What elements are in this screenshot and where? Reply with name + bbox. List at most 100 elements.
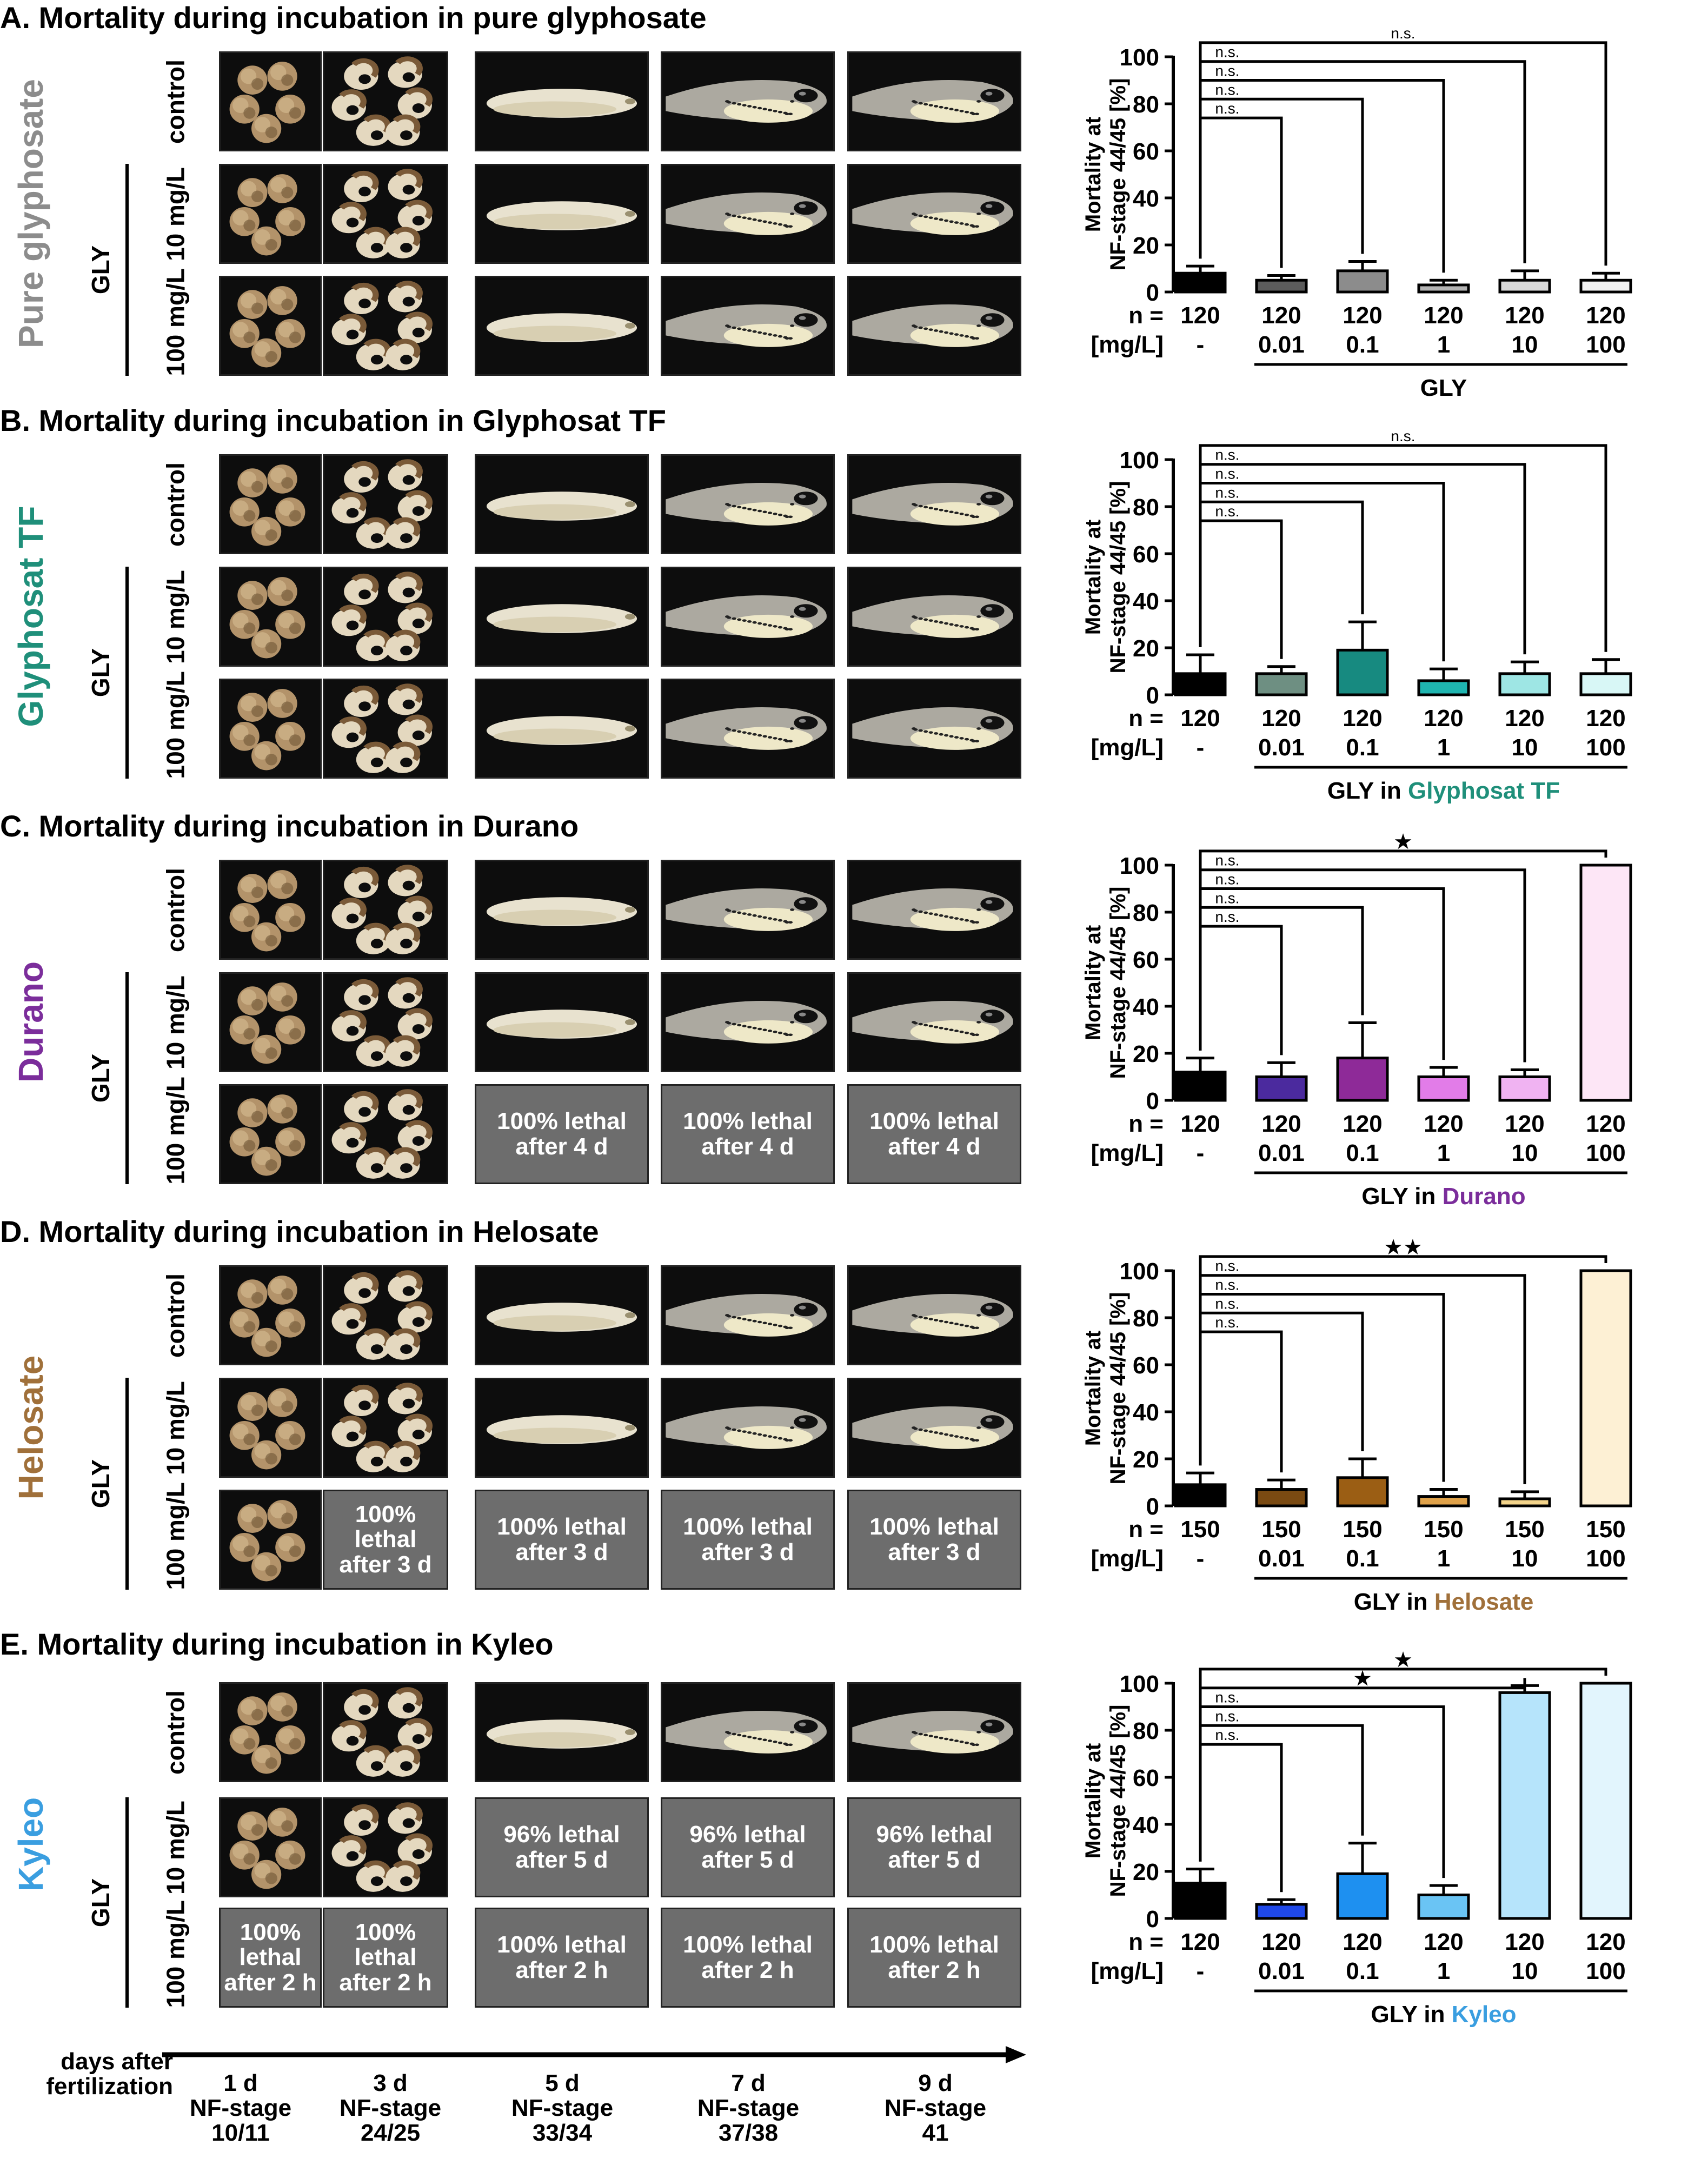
specimen-image [661, 164, 835, 264]
x-tick-label: 0.01 [1258, 1545, 1305, 1572]
y-tick-label: 100 [1120, 447, 1159, 474]
n-value: 120 [1180, 1111, 1220, 1137]
significance-label: ★★ [1384, 1236, 1423, 1259]
bar [1174, 672, 1227, 696]
gly-label: GLY [87, 1878, 115, 1927]
row-label: 10 mg/L [161, 167, 189, 261]
specimen-photo [662, 1684, 833, 1781]
specimen-image [323, 276, 448, 376]
specimen-image [661, 860, 835, 960]
gly-label: GLY [87, 1459, 115, 1509]
specimen-image [847, 1378, 1021, 1478]
timeline-tick: 9 d NF-stage 41 [884, 2070, 987, 2147]
specimen-image [847, 1265, 1021, 1365]
specimen-photo [476, 568, 647, 665]
specimen-photo [849, 277, 1020, 374]
specimen-image [847, 164, 1021, 264]
y-tick-label: 0 [1146, 1088, 1159, 1114]
timeline-tick: 7 d NF-stage 37/38 [697, 2070, 800, 2147]
n-value: 120 [1261, 302, 1301, 329]
group-label-product: Glyphosat TF [1408, 778, 1560, 804]
row-label: control [161, 1690, 189, 1775]
significance-bracket [1199, 1330, 1283, 1473]
y-tick-label: 60 [1133, 138, 1159, 165]
x-tick-label: - [1197, 1545, 1205, 1572]
y-tick-label: 60 [1133, 541, 1159, 568]
specimen-photo [849, 165, 1020, 262]
y-tick-label: 20 [1133, 1859, 1159, 1885]
x-tick-label: 100 [1586, 331, 1625, 358]
bar [1255, 1075, 1308, 1102]
specimen-photo [476, 277, 647, 374]
bar-chart: 0 20 40 60 80 100 Mortality at NF-stage 44/45 [… [1081, 1648, 1632, 2028]
n-value: 120 [1505, 1929, 1544, 1955]
bar [1498, 672, 1551, 696]
specimen-photo [221, 1799, 320, 1896]
n-label: n = [1128, 302, 1164, 329]
specimen-photo [849, 456, 1020, 553]
x-tick-label: 1 [1437, 1545, 1450, 1572]
specimen-image [661, 679, 835, 779]
lethal-box: 96% lethal after 5 d [661, 1797, 835, 1897]
specimen-photo [476, 1379, 647, 1476]
x-tick-label: 0.1 [1346, 331, 1379, 358]
x-tick-label: 10 [1512, 734, 1538, 761]
x-tick-label: 100 [1586, 1958, 1625, 1984]
specimen-photo [849, 974, 1020, 1071]
n-value: 120 [1505, 302, 1544, 329]
significance-label: n.s. [1215, 44, 1239, 61]
row-label: control [161, 867, 189, 952]
bar-chart: 0 20 40 60 80 100 Mortality at NF-stage 44/45 [… [1081, 25, 1632, 401]
n-value: 120 [1180, 302, 1220, 329]
y-axis-label: NF-stage 44/45 [%] [1106, 1705, 1130, 1897]
x-tick-label: 1 [1437, 1140, 1450, 1166]
bar [1498, 1497, 1551, 1507]
lethal-box: 100% lethal after 3 d [661, 1490, 835, 1590]
y-tick-label: 20 [1133, 1041, 1159, 1067]
bar [1336, 648, 1389, 696]
bar [1579, 278, 1632, 294]
specimen-image [219, 860, 322, 960]
lethal-text: 100% lethal after 2 h [683, 1931, 813, 1983]
significance-bracket [1199, 1668, 1607, 1862]
x-tick-label: 0.1 [1346, 734, 1379, 761]
specimen-photo [221, 456, 320, 553]
lethal-box: 100% lethal after 3 d [475, 1490, 649, 1590]
significance-label: n.s. [1215, 908, 1239, 925]
significance-label: n.s. [1391, 25, 1415, 42]
significance-bracket [1199, 849, 1607, 1051]
y-tick-label: 0 [1146, 280, 1159, 306]
y-tick-label: 100 [1120, 44, 1159, 71]
timeline-label: days after fertilization [46, 2048, 173, 2100]
lethal-text: 100% lethal after 4 d [683, 1108, 813, 1160]
significance-label: n.s. [1215, 81, 1239, 98]
group-label-prefix: GLY [1420, 375, 1467, 401]
y-tick-label: 100 [1120, 1671, 1159, 1697]
lethal-text: 100% lethal after 2 h [339, 1919, 432, 1996]
y-tick-label: 80 [1133, 494, 1159, 521]
bar [1579, 672, 1632, 696]
significance-label: n.s. [1215, 100, 1239, 117]
row-label: 10 mg/L [161, 569, 189, 664]
significance-label: n.s. [1215, 1258, 1239, 1274]
timeline-arrow [162, 2046, 1026, 2063]
concentration-label: [mg/L] [1091, 1958, 1164, 1984]
bar-chart: 0 20 40 60 80 100 Mortality at NF-stage 44/45 [… [1081, 1236, 1632, 1615]
specimen-photo [221, 1684, 320, 1781]
specimen-image [475, 454, 649, 554]
bar [1417, 1894, 1470, 1920]
specimen-image [323, 1265, 448, 1365]
n-value: 120 [1343, 1111, 1382, 1137]
specimen-photo [849, 568, 1020, 665]
row-label: 100 mg/L [161, 268, 189, 376]
x-tick-label: 100 [1586, 1140, 1625, 1166]
significance-label: ★ [1393, 1648, 1413, 1672]
y-axis-label: Mortality at [1081, 520, 1105, 635]
lethal-text: 100% lethal after 4 d [869, 1108, 999, 1160]
specimen-image [475, 276, 649, 376]
bar [1498, 278, 1551, 294]
specimen-image [475, 51, 649, 151]
specimen-image [661, 972, 835, 1072]
lethal-box: 100% lethal after 2 h [847, 1908, 1021, 2008]
significance-label: ★ [1393, 830, 1413, 854]
